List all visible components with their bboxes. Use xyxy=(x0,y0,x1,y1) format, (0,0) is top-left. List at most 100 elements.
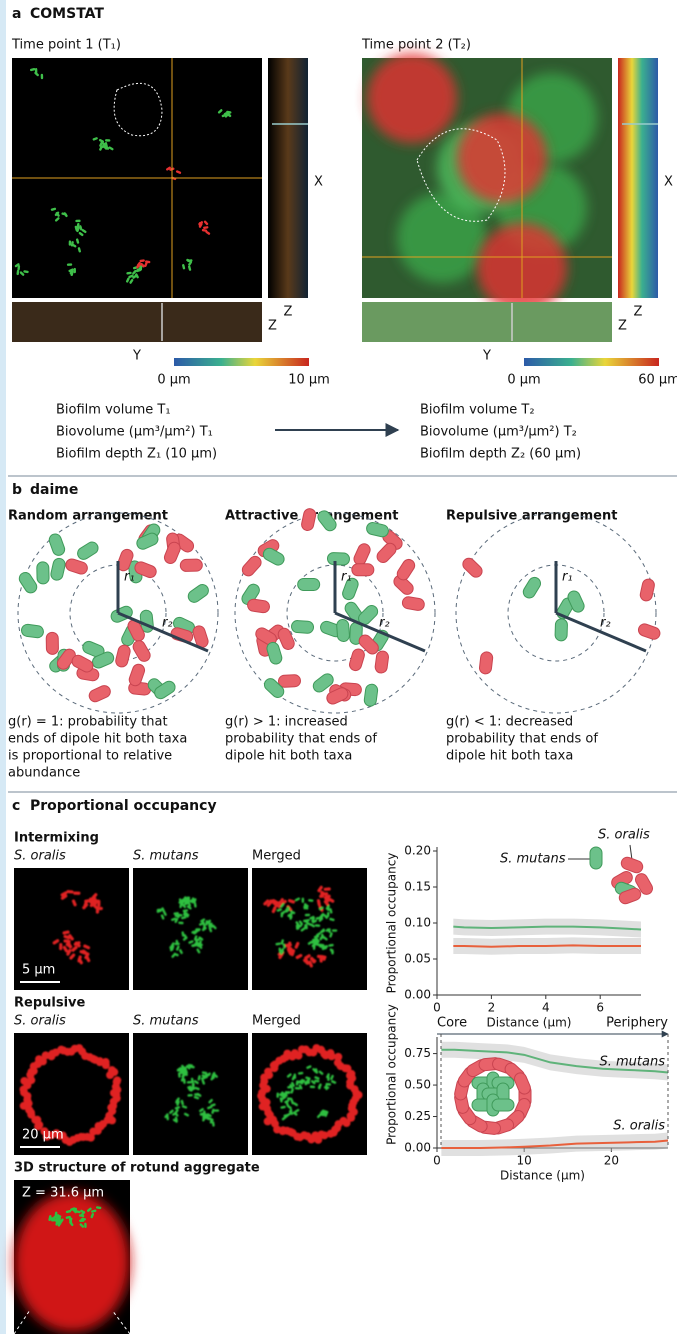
cell xyxy=(21,624,44,639)
cell xyxy=(96,907,103,910)
cell xyxy=(639,578,655,602)
column-label: S. mutans xyxy=(133,1014,199,1029)
y-tick-label: 0.75 xyxy=(404,1046,431,1060)
y-tick-label: 0.25 xyxy=(404,1109,431,1123)
cell xyxy=(75,540,100,562)
radius-label: r₁ xyxy=(124,570,135,585)
x-axis-label: Distance (μm) xyxy=(500,1169,585,1183)
bottom-view xyxy=(362,302,612,342)
radius-label: r₁ xyxy=(562,570,573,585)
x-tick-label: 20 xyxy=(604,1154,619,1168)
cell xyxy=(352,542,372,567)
blob xyxy=(457,113,547,203)
cell xyxy=(187,1094,193,1097)
cell xyxy=(180,559,202,571)
cell xyxy=(327,906,330,911)
cell xyxy=(41,74,44,79)
cell xyxy=(131,638,152,663)
cell xyxy=(291,620,314,633)
cell xyxy=(326,1083,332,1086)
scale-bar-label: 5 μm xyxy=(22,963,55,978)
side-view xyxy=(268,58,308,298)
cell xyxy=(20,1077,28,1085)
margin-strip xyxy=(0,0,6,1334)
z-label: Z = 31.6 μm xyxy=(22,1186,104,1201)
cell xyxy=(192,1083,195,1089)
summary-line: Biofilm volume T₁ xyxy=(56,403,171,418)
series-label: S. mutans xyxy=(500,852,566,867)
cell xyxy=(324,1086,330,1089)
color-scale xyxy=(174,358,309,366)
series-label: S. mutans xyxy=(600,1055,666,1070)
cell xyxy=(266,641,284,666)
row-heading: Repulsive xyxy=(14,996,86,1011)
aggregate xyxy=(14,1192,130,1332)
cell xyxy=(365,521,389,538)
y-axis-label: Proportional occupancy xyxy=(385,853,399,994)
column-label: S. oralis xyxy=(14,1014,66,1029)
cell xyxy=(208,922,210,927)
cell xyxy=(69,1218,72,1224)
panel-title: COMSTAT xyxy=(30,6,104,22)
cell xyxy=(73,268,75,273)
scheme-heading: Repulsive arrangement xyxy=(446,509,617,524)
cell xyxy=(178,921,184,924)
axis-label: Z xyxy=(634,305,643,320)
micrograph xyxy=(252,868,367,990)
cell xyxy=(191,931,197,934)
summary-line: Biofilm depth Z₂ (60 μm) xyxy=(420,447,581,462)
caption-line: dipole hit both taxa xyxy=(225,749,352,764)
cell xyxy=(163,540,182,565)
cell xyxy=(110,1089,118,1097)
x-axis-label: Distance (μm) xyxy=(487,1016,572,1030)
cell xyxy=(64,557,89,575)
y-tick-label: 0.15 xyxy=(404,880,431,894)
axis-label: Y xyxy=(132,349,141,364)
axis-label: Z xyxy=(284,305,293,320)
cell xyxy=(460,556,484,580)
cell xyxy=(135,531,160,551)
cell xyxy=(479,651,493,674)
caption-line: is proportional to relative xyxy=(8,749,172,764)
cell xyxy=(214,1109,219,1111)
y-tick-label: 0.50 xyxy=(404,1078,431,1092)
panel-label: b xyxy=(12,482,22,498)
axis-label: X xyxy=(314,175,323,190)
cell xyxy=(637,622,662,641)
caption-line: abundance xyxy=(8,766,80,781)
cell xyxy=(555,619,568,641)
cell xyxy=(325,686,350,706)
caption-line: g(r) > 1: increased xyxy=(225,715,348,730)
column-label: Merged xyxy=(252,1014,301,1029)
cell xyxy=(352,564,374,576)
side-view xyxy=(618,58,658,298)
color-scale xyxy=(524,358,659,366)
scale-label: 60 μm xyxy=(638,373,677,388)
panel-title: Proportional occupancy xyxy=(30,798,217,814)
row-heading: Intermixing xyxy=(14,831,99,846)
bottom-view xyxy=(12,302,262,342)
micrograph xyxy=(133,868,248,990)
x-tick-label: 2 xyxy=(488,1001,496,1015)
blob xyxy=(367,53,457,143)
caption-line: dipole hit both taxa xyxy=(446,749,573,764)
column-label: S. oralis xyxy=(14,849,66,864)
cell xyxy=(73,892,80,895)
cell xyxy=(343,1119,351,1127)
radius-label: r₂ xyxy=(162,616,173,631)
series-label: S. oralis xyxy=(613,1119,665,1134)
radius-label: r₂ xyxy=(379,616,390,631)
y-axis-label: Proportional occupancy xyxy=(385,1004,399,1145)
cell xyxy=(114,644,131,668)
cell xyxy=(174,943,179,945)
panel-title: daime xyxy=(30,482,78,498)
figure: aCOMSTATTime point 1 (T₁)XZZY0 μm10 μmTi… xyxy=(0,0,677,1334)
cell xyxy=(290,1109,293,1114)
caption-line: probability that ends of xyxy=(446,732,598,747)
cell xyxy=(348,648,366,673)
cell xyxy=(492,1099,514,1111)
summary-line: Biovolume (μm³/μm²) T₁ xyxy=(56,425,213,440)
y-tick-label: 0.10 xyxy=(404,916,431,930)
body: aCOMSTATTime point 1 (T₁)XZZY0 μm10 μmTi… xyxy=(0,0,677,1334)
x-tick-label: 10 xyxy=(517,1154,532,1168)
